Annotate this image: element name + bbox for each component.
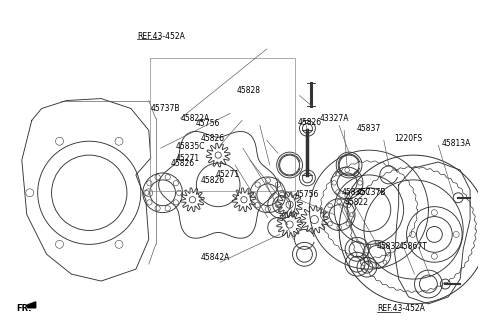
Text: 45271: 45271	[215, 171, 240, 180]
Text: 45822A: 45822A	[180, 114, 210, 123]
Text: 45826: 45826	[200, 177, 225, 185]
Text: 45826: 45826	[200, 134, 225, 143]
Text: 43327A: 43327A	[319, 114, 349, 123]
Text: 45842A: 45842A	[200, 253, 230, 262]
Text: REF.43-452A: REF.43-452A	[377, 304, 425, 313]
Text: REF.43-452A: REF.43-452A	[137, 31, 185, 41]
Text: 45828: 45828	[237, 86, 261, 95]
Text: 45271: 45271	[176, 153, 200, 162]
Text: 45826: 45826	[298, 118, 322, 127]
Text: 45756: 45756	[195, 119, 220, 128]
Text: 45756: 45756	[295, 190, 319, 199]
Text: FR.: FR.	[16, 304, 31, 313]
Text: 45832: 45832	[377, 242, 401, 251]
Text: 45835C: 45835C	[176, 142, 205, 151]
Text: 45867T: 45867T	[399, 242, 428, 251]
Text: 1220FS: 1220FS	[394, 134, 422, 143]
Text: 45837: 45837	[357, 124, 381, 133]
Text: 45813A: 45813A	[441, 139, 471, 148]
Text: 45835C: 45835C	[341, 188, 371, 197]
Text: 45737B: 45737B	[151, 104, 180, 113]
Text: 45826: 45826	[170, 158, 195, 168]
Polygon shape	[28, 302, 36, 308]
Text: 45822: 45822	[345, 198, 369, 207]
Text: 45737B: 45737B	[357, 188, 386, 197]
